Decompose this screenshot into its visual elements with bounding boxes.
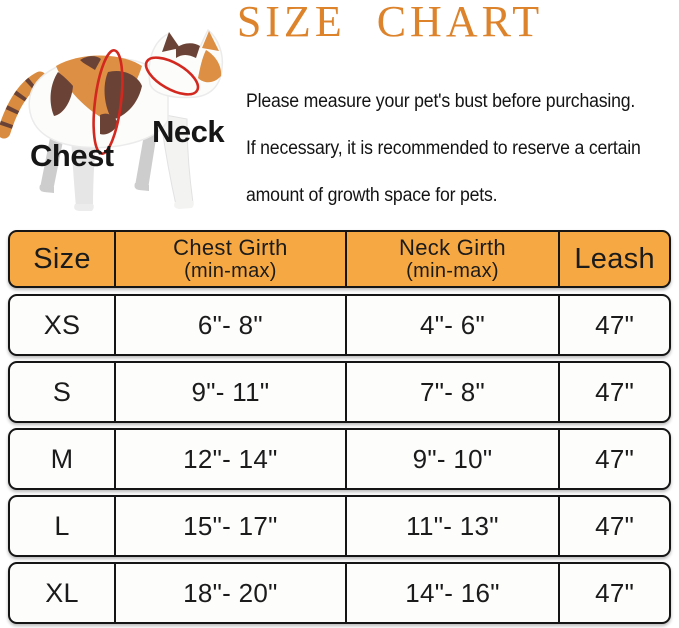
table-row: S 9"- 11" 7"- 8" 47" bbox=[8, 361, 671, 423]
neck-girth-cell: 11"- 13" bbox=[344, 497, 559, 555]
chest-girth-cell: 12"- 14" bbox=[114, 430, 345, 488]
leash-cell: 47" bbox=[558, 430, 669, 488]
intro-line-1: Please measure your pet's bust before pu… bbox=[246, 91, 636, 112]
size-cell: XS bbox=[43, 309, 81, 340]
header-chest-girth-cell: Chest Girth (min-max) bbox=[114, 232, 345, 286]
table-row: M 12"- 14" 9"- 10" 47" bbox=[8, 428, 671, 490]
header-chest-label: Chest Girth bbox=[173, 234, 288, 260]
cat-tail-stripes bbox=[0, 72, 44, 134]
neck-girth-cell: 14"- 16" bbox=[344, 564, 559, 622]
page-title: SIZE CHART bbox=[236, 0, 544, 46]
size-cell: XL bbox=[45, 577, 79, 608]
header-leash-cell: Leash bbox=[558, 232, 669, 286]
pet-measurement-diagram: Chest Neck bbox=[0, 20, 235, 225]
table-row: XL 18"- 20" 14"- 16" 47" bbox=[8, 562, 671, 624]
size-cell: M bbox=[50, 443, 74, 474]
chest-girth-cell: 15"- 17" bbox=[114, 497, 345, 555]
cat-illustration: Chest Neck bbox=[0, 28, 226, 211]
intro-line-2: If necessary, it is recommended to reser… bbox=[246, 138, 641, 159]
neck-label: Neck bbox=[152, 114, 225, 149]
cat-near-legs bbox=[70, 113, 194, 211]
intro-line-3: amount of growth space for pets. bbox=[246, 185, 498, 206]
chest-measure-ellipse bbox=[92, 49, 124, 155]
size-table-header: Size Chest Girth (min-max) Neck Girth (m… bbox=[8, 230, 671, 288]
neck-girth-cell: 4"- 6" bbox=[344, 296, 559, 354]
size-table: Size Chest Girth (min-max) Neck Girth (m… bbox=[8, 230, 671, 628]
leash-cell: 47" bbox=[558, 363, 669, 421]
header-neck-sub: (min-max) bbox=[406, 260, 499, 283]
header-chest-sub: (min-max) bbox=[184, 260, 277, 283]
table-row: XS 6"- 8" 4"- 6" 47" bbox=[8, 294, 671, 356]
chest-label: Chest bbox=[30, 138, 114, 173]
size-cell: L bbox=[54, 510, 70, 541]
leash-cell: 47" bbox=[558, 564, 669, 622]
leash-cell: 47" bbox=[558, 296, 669, 354]
header-neck-girth-cell: Neck Girth (min-max) bbox=[344, 232, 559, 286]
size-table-body: XS 6"- 8" 4"- 6" 47" S 9"- 11" 7"- 8" 47… bbox=[8, 294, 671, 624]
header-size-cell: Size bbox=[10, 232, 114, 286]
table-row: L 15"- 17" 11"- 13" 47" bbox=[8, 495, 671, 557]
header-size-label: Size bbox=[33, 242, 91, 275]
chest-girth-cell: 6"- 8" bbox=[114, 296, 345, 354]
neck-girth-cell: 7"- 8" bbox=[344, 363, 559, 421]
leash-cell: 47" bbox=[558, 497, 669, 555]
chest-girth-cell: 9"- 11" bbox=[114, 363, 345, 421]
neck-measure-ellipse bbox=[144, 56, 200, 96]
size-cell: S bbox=[52, 376, 72, 407]
header-leash-label: Leash bbox=[574, 242, 655, 275]
neck-girth-cell: 9"- 10" bbox=[344, 430, 559, 488]
header-neck-label: Neck Girth bbox=[399, 234, 506, 260]
chest-girth-cell: 18"- 20" bbox=[114, 564, 345, 622]
intro-text: Please measure your pet's bust before pu… bbox=[246, 78, 650, 219]
